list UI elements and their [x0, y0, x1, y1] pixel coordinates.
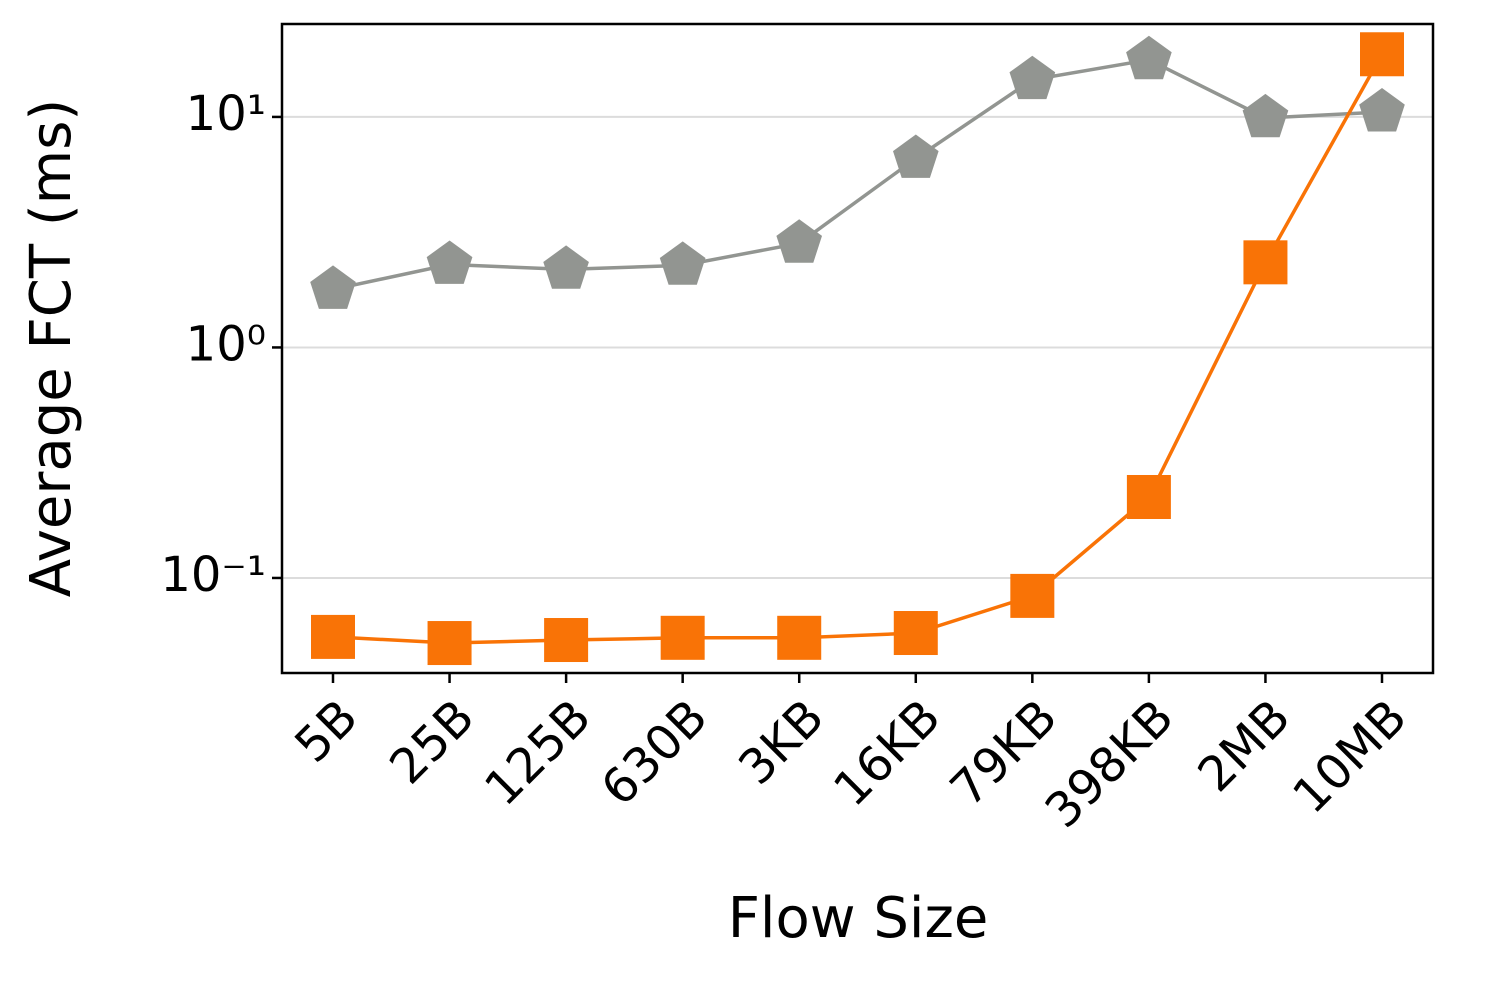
data-point: [310, 265, 356, 309]
data-point: [893, 134, 939, 178]
data-point: [776, 219, 822, 263]
x-tick-label: 10MB: [1282, 689, 1417, 824]
data-point: [659, 241, 706, 285]
data-point: [1126, 35, 1172, 80]
series-line: [332, 57, 1383, 292]
data-point: [1242, 93, 1289, 138]
data-point: [1009, 55, 1056, 100]
data-point: [1243, 240, 1288, 285]
y-tick-label: 10⁰: [186, 316, 266, 372]
data-point: [1010, 573, 1055, 618]
x-tick-label: 16KB: [823, 689, 951, 817]
x-tick-label: 630B: [591, 689, 719, 817]
data-point: [426, 240, 473, 284]
data-point: [660, 615, 705, 660]
x-tick-label: 25B: [379, 689, 485, 795]
y-axis-label: Average FCT (ms): [19, 99, 84, 598]
x-tick-label: 398KB: [1035, 689, 1185, 839]
x-tick-label: 3KB: [728, 689, 835, 796]
x-axis-label: Flow Size: [728, 886, 989, 951]
data-point: [543, 245, 589, 289]
y-tick-label: 10¹: [186, 86, 266, 142]
data-point: [777, 615, 822, 660]
data-point: [427, 621, 472, 666]
series-line: [332, 53, 1384, 645]
data-point: [544, 618, 589, 663]
data-point: [311, 614, 355, 659]
data-point: [893, 611, 938, 656]
data-point: [1360, 32, 1404, 77]
data-point: [1359, 88, 1405, 132]
data-point: [1126, 474, 1171, 519]
x-tick-label: 5B: [284, 689, 368, 773]
y-tick-label: 10⁻¹: [160, 547, 266, 603]
x-tick-label: 125B: [474, 689, 602, 817]
